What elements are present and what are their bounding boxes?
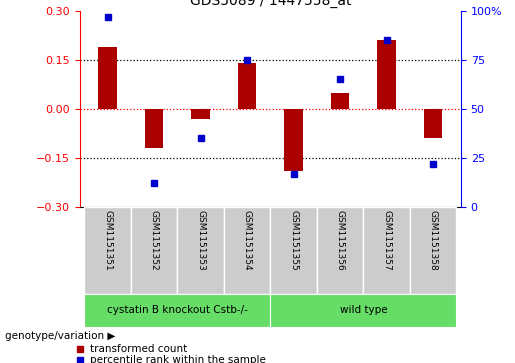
Bar bbox=[238, 63, 256, 109]
Text: percentile rank within the sample: percentile rank within the sample bbox=[90, 355, 266, 363]
Bar bbox=[363, 207, 410, 294]
Text: GSM1151355: GSM1151355 bbox=[289, 209, 298, 270]
Bar bbox=[98, 47, 117, 109]
Bar bbox=[224, 207, 270, 294]
Bar bbox=[131, 207, 178, 294]
Text: GSM1151357: GSM1151357 bbox=[382, 209, 391, 270]
Text: transformed count: transformed count bbox=[90, 344, 187, 354]
Text: wild type: wild type bbox=[339, 305, 387, 315]
Text: cystatin B knockout Cstb-/-: cystatin B knockout Cstb-/- bbox=[107, 305, 248, 315]
Bar bbox=[192, 109, 210, 119]
Text: GSM1151354: GSM1151354 bbox=[243, 209, 252, 270]
Bar bbox=[410, 207, 456, 294]
Bar bbox=[270, 294, 456, 327]
Text: GSM1151356: GSM1151356 bbox=[336, 209, 345, 270]
Bar bbox=[270, 207, 317, 294]
Title: GDS5089 / 1447558_at: GDS5089 / 1447558_at bbox=[190, 0, 351, 8]
Text: GSM1151352: GSM1151352 bbox=[150, 209, 159, 270]
Bar bbox=[145, 109, 163, 148]
Bar bbox=[424, 109, 442, 138]
Bar bbox=[377, 40, 396, 109]
Text: GSM1151353: GSM1151353 bbox=[196, 209, 205, 270]
Text: GSM1151358: GSM1151358 bbox=[428, 209, 438, 270]
Text: GSM1151351: GSM1151351 bbox=[103, 209, 112, 270]
Bar bbox=[178, 207, 224, 294]
Bar bbox=[84, 294, 270, 327]
Text: genotype/variation ▶: genotype/variation ▶ bbox=[5, 331, 115, 341]
Bar bbox=[317, 207, 363, 294]
Bar bbox=[84, 207, 131, 294]
Bar bbox=[284, 109, 303, 171]
Bar bbox=[331, 93, 349, 109]
